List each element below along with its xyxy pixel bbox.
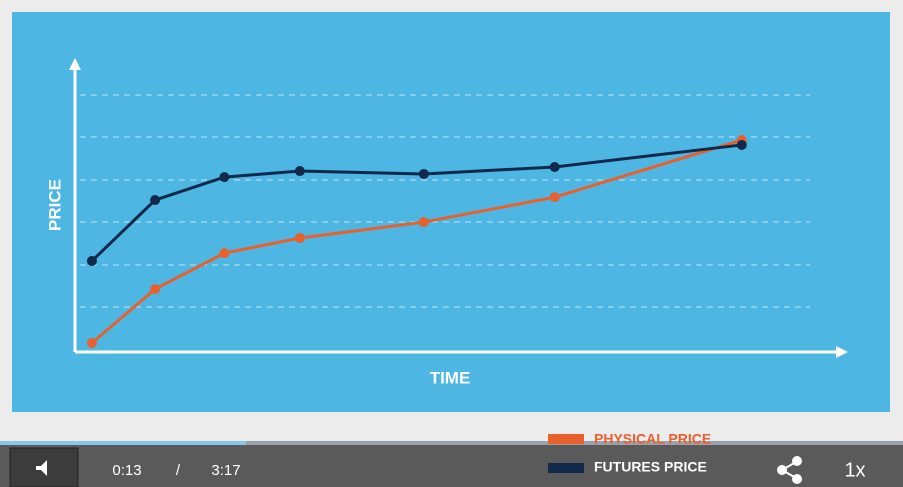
data-point <box>736 139 747 150</box>
time-separator: / <box>176 462 181 479</box>
data-point <box>294 233 305 244</box>
data-point <box>294 166 305 177</box>
data-point <box>86 338 97 349</box>
data-point <box>549 161 560 172</box>
data-point <box>549 192 560 203</box>
video-frame <box>12 12 890 412</box>
current-time: 0:13 <box>112 462 141 479</box>
axes <box>69 58 848 358</box>
legend-label: FUTURES PRICE <box>594 459 707 475</box>
progress-track[interactable] <box>0 441 903 445</box>
data-point <box>219 172 230 183</box>
speed-button[interactable]: 1x <box>844 459 865 481</box>
volume-icon <box>36 460 47 476</box>
legend-label: PHYSICAL PRICE <box>594 431 711 447</box>
data-point <box>418 217 429 228</box>
legend: PHYSICAL PRICE FUTURES PRICE <box>548 431 711 475</box>
data-point <box>418 168 429 179</box>
data-point <box>219 248 230 259</box>
x-axis-label: TIME <box>430 368 471 387</box>
duration: 3:17 <box>211 462 240 479</box>
legend-swatch <box>548 434 584 444</box>
y-axis-label: PRICE <box>45 179 64 231</box>
data-point <box>86 255 97 266</box>
share-button[interactable] <box>777 456 802 484</box>
data-point <box>150 284 161 295</box>
control-bar <box>0 445 903 487</box>
legend-swatch <box>548 463 584 473</box>
plot <box>86 135 747 349</box>
data-point <box>150 195 161 206</box>
progress-fill <box>0 441 246 445</box>
